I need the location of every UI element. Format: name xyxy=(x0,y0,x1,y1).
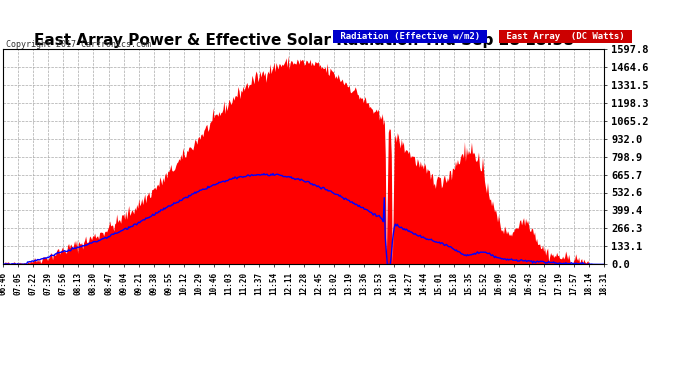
Title: East Array Power & Effective Solar Radiation Thu Sep 28 18:38: East Array Power & Effective Solar Radia… xyxy=(34,33,573,48)
Text: Radiation (Effective w/m2): Radiation (Effective w/m2) xyxy=(335,32,485,41)
Text: East Array  (DC Watts): East Array (DC Watts) xyxy=(501,32,630,41)
Text: Copyright 2017 Cartronics.com: Copyright 2017 Cartronics.com xyxy=(6,40,150,49)
